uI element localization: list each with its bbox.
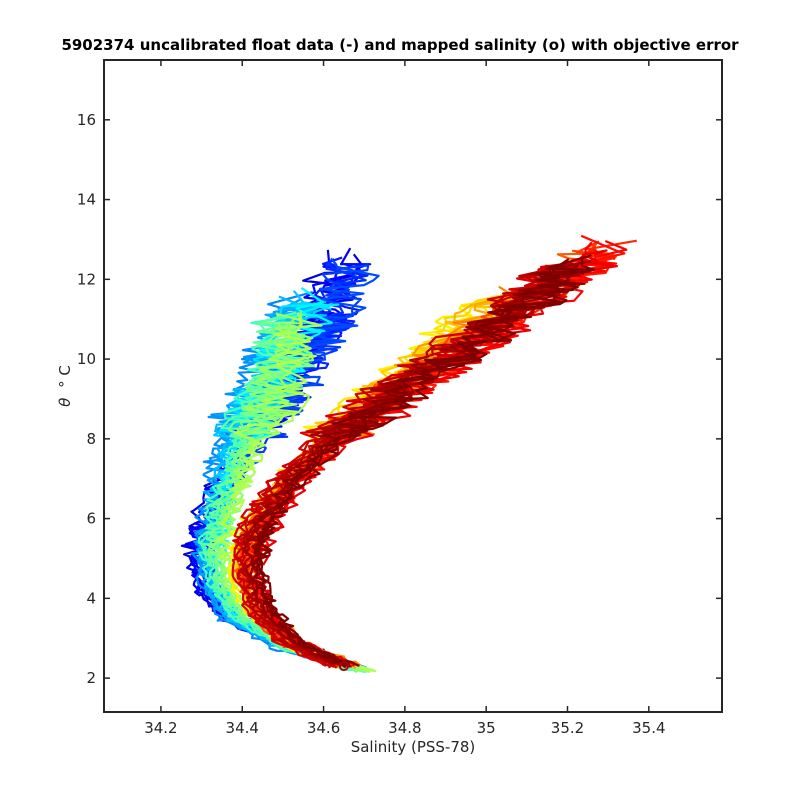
chart-title: 5902374 uncalibrated float data (-) and … bbox=[61, 36, 739, 54]
x-tick-label: 34.8 bbox=[388, 719, 421, 737]
x-tick-label: 34.4 bbox=[226, 719, 259, 737]
x-tick-label: 34.2 bbox=[144, 719, 177, 737]
x-tick-label: 35 bbox=[477, 719, 496, 737]
profile-lines bbox=[180, 234, 637, 674]
x-tick-label: 35.2 bbox=[551, 719, 584, 737]
y-tick-label: 6 bbox=[86, 510, 96, 528]
y-axis-label-unit: ° C bbox=[56, 365, 74, 388]
y-axis-label-symbol: θ bbox=[56, 398, 74, 407]
axes-box bbox=[103, 59, 723, 713]
mapped-salinity-markers bbox=[338, 661, 349, 672]
mapped-salinity-marker bbox=[338, 661, 349, 672]
x-tick-label: 35.4 bbox=[632, 719, 665, 737]
x-axis-label: Salinity (PSS-78) bbox=[351, 738, 476, 756]
y-axis-label: θ ° C bbox=[56, 365, 74, 407]
y-tick-label: 16 bbox=[77, 111, 96, 129]
x-tick-label: 34.6 bbox=[307, 719, 340, 737]
y-tick-label: 2 bbox=[86, 669, 96, 687]
y-tick-label: 10 bbox=[77, 350, 96, 368]
y-tick-label: 14 bbox=[77, 191, 96, 209]
y-tick-label: 4 bbox=[86, 589, 96, 607]
profile-line bbox=[197, 313, 355, 671]
y-tick-label: 12 bbox=[77, 270, 96, 288]
x-axis: 34.2 34.4 34.6 34.8 35 35.2 35.4 bbox=[144, 60, 666, 737]
y-axis: 2 4 6 8 10 12 14 16 bbox=[77, 111, 722, 687]
y-tick-label: 8 bbox=[86, 430, 96, 448]
svg-text:θ ° C: θ ° C bbox=[56, 365, 74, 407]
profile-line bbox=[253, 258, 586, 667]
profile-line bbox=[251, 264, 585, 669]
